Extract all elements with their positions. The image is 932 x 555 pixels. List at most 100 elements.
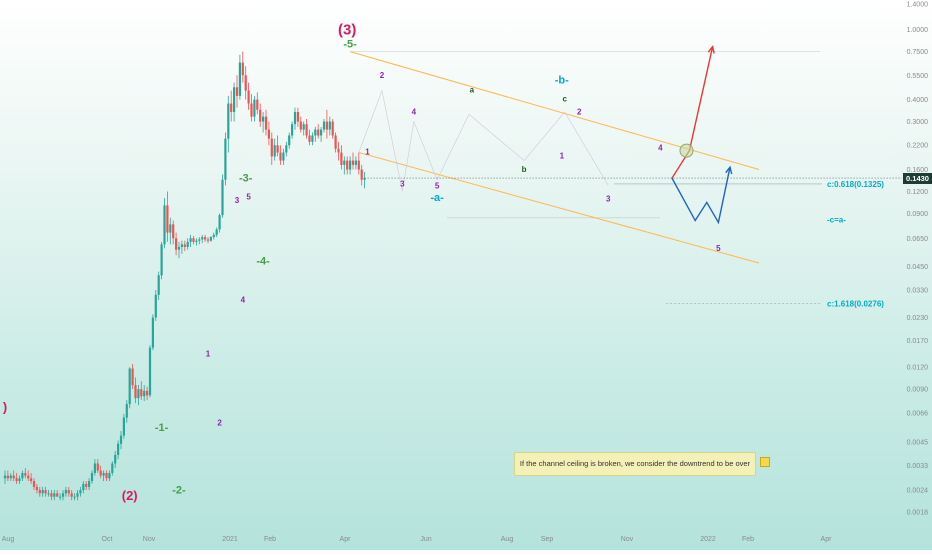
current-price-tag: 0.1430	[903, 172, 932, 184]
wave-label: 4	[241, 296, 246, 305]
x-tick-label: Nov	[621, 536, 634, 543]
candle-body	[288, 135, 291, 146]
candle-body	[114, 454, 117, 464]
y-tick-label: 0.0045	[907, 440, 929, 447]
y-tick-label: 0.7500	[907, 49, 929, 56]
candle-body	[125, 404, 128, 418]
candle-body	[215, 229, 218, 235]
candle-body	[53, 493, 56, 497]
candle-body	[273, 145, 276, 157]
candle-body	[296, 112, 299, 122]
candle-body	[177, 246, 181, 250]
x-tick-label: Oct	[102, 536, 113, 543]
candle-body	[160, 244, 163, 276]
candle-body	[47, 493, 50, 495]
y-tick-label: 0.0900	[907, 211, 929, 218]
candle-body	[322, 121, 326, 130]
candle-body	[311, 135, 314, 142]
candle-body	[102, 473, 105, 476]
candle-body	[209, 237, 212, 241]
candle-body	[151, 317, 154, 348]
y-tick-label: 0.2200	[907, 143, 929, 150]
candle-body	[293, 112, 297, 125]
candle-body	[282, 152, 285, 161]
candle-body	[320, 129, 323, 136]
wave-label: c	[562, 95, 567, 104]
candle-body	[12, 475, 15, 479]
candle-body	[38, 490, 41, 494]
candle-body	[198, 239, 201, 241]
candle-body	[85, 483, 88, 487]
candle-body	[166, 205, 169, 233]
candle-body	[96, 463, 99, 471]
candle-body	[351, 160, 355, 165]
x-tick-label: Aug	[2, 536, 15, 543]
overlay-layer: c:0.618(0.1325) -c=a-c:1.618(0.0276)	[349, 45, 902, 309]
candle-body	[224, 138, 227, 180]
candle-body	[259, 109, 262, 122]
candle-body	[235, 87, 239, 96]
candle-body	[262, 116, 265, 122]
candle-body	[186, 241, 189, 247]
y-axis: 1.4000 1.0000 0.7500 0.5500 0.4000 0.3000 0.22…	[907, 2, 929, 517]
candle-body	[134, 385, 137, 399]
candle-body	[221, 179, 224, 216]
candle-body	[131, 368, 134, 386]
candle-body	[305, 124, 308, 136]
candle-body	[276, 145, 279, 153]
guide-layer	[350, 51, 820, 219]
projection-down-arrowhead	[725, 165, 733, 175]
candle-body	[189, 238, 192, 242]
wave-label: )	[3, 400, 7, 415]
candle-body	[270, 138, 273, 157]
wave-label: (2)	[122, 488, 138, 503]
y-tick-label: 0.0066	[907, 410, 929, 417]
wave-label: 5	[435, 181, 440, 190]
projection-up-line	[671, 46, 714, 179]
candle-body	[250, 103, 253, 117]
candle-body	[180, 244, 183, 247]
candle-body	[61, 493, 65, 497]
wave-label: 2	[217, 418, 222, 427]
x-tick-label: Nov	[143, 536, 156, 543]
candle-body	[59, 496, 62, 498]
y-tick-label: 0.1200	[907, 189, 929, 196]
candle-body	[169, 224, 172, 233]
candle-body	[233, 87, 236, 113]
wave-label: (3)	[338, 21, 356, 38]
wave-label: -5-	[343, 39, 357, 51]
candle-body	[119, 435, 123, 444]
fib-level-label: -c=a-	[827, 216, 846, 225]
wave-label: 3	[400, 180, 405, 189]
candle-body	[334, 135, 337, 149]
wave-label: -2-	[172, 484, 186, 496]
y-tick-label: 0.0230	[907, 315, 929, 322]
candle-body	[154, 294, 157, 318]
x-tick-label: 2022	[700, 536, 716, 543]
y-tick-label: 1.4000	[907, 2, 929, 9]
wave-label: 2	[380, 71, 385, 80]
candle-body	[128, 368, 131, 405]
candle-body	[30, 478, 33, 482]
wave-label: 5	[246, 193, 251, 202]
current-price-value: 0.1430	[906, 173, 929, 183]
wave-label: 4	[412, 107, 417, 116]
annotation-note: If the channel ceiling is broken, we con…	[514, 452, 756, 476]
candle-body	[76, 493, 79, 497]
candle-body	[337, 148, 340, 153]
candle-body	[3, 475, 7, 479]
x-tick-label: Feb	[264, 536, 276, 543]
candle-body	[212, 234, 215, 238]
x-tick-label: 2021	[222, 536, 238, 543]
candle-body	[50, 493, 53, 497]
candle-body	[218, 215, 221, 230]
wave-label: 5	[716, 244, 721, 253]
candle-body	[90, 473, 94, 482]
candle-body	[230, 103, 233, 113]
wave-label-layer: (3)(2))-5--3--4--1--2-3 541212345-a-ab-b-…	[3, 21, 721, 503]
y-tick-label: 0.0170	[907, 338, 929, 345]
candle-body	[64, 490, 67, 494]
y-tick-label: 0.0450	[907, 264, 929, 271]
y-tick-label: 0.3000	[907, 119, 929, 126]
candle-body	[122, 417, 125, 436]
